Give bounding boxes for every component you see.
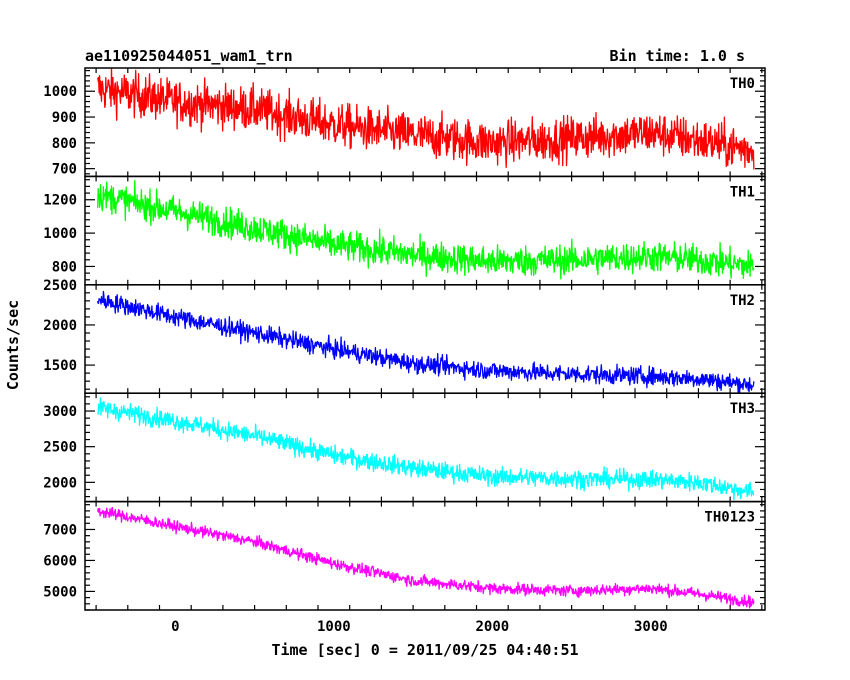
y-tick-label-th1: 1200 [43,193,77,209]
x-tick-label: 2000 [476,619,510,635]
y-tick-label-th1: 1000 [43,226,77,242]
y-tick-label-th2: 2500 [43,278,77,294]
y-tick-label-th0123: 5000 [43,584,77,600]
y-tick-label-th0: 1000 [43,84,77,100]
series-line-th3 [97,397,755,501]
y-axis-label: Counts/sec [4,300,22,390]
y-tick-label-th0123: 6000 [43,553,77,569]
y-tick-label-th1: 800 [52,259,77,275]
panel-label-th3: TH3 [730,401,755,417]
series-line-th2 [97,290,755,394]
y-tick-label-th0: 700 [52,162,77,178]
y-tick-label-th3: 2500 [43,440,77,456]
panel-label-th1: TH1 [730,184,755,200]
y-tick-label-th3: 2000 [43,475,77,491]
y-tick-label-th0: 900 [52,110,77,126]
y-tick-label-th3: 3000 [43,404,77,420]
series-line-th0 [97,68,755,170]
series-line-th0123 [97,506,755,609]
x-tick-label: 1000 [317,619,351,635]
y-tick-label-th2: 1500 [43,358,77,374]
y-tick-label-th2: 2000 [43,318,77,334]
panel-label-th2: TH2 [730,293,755,309]
bin-time-label: Bin time: 1.0 s [610,47,745,65]
chart-title: ae110925044051_wam1_trn [85,47,293,65]
series-line-th1 [97,180,755,280]
panel-label-th0123: TH0123 [704,510,755,526]
x-tick-label: 0 [171,619,179,635]
y-tick-label-th0123: 7000 [43,522,77,538]
x-tick-label: 3000 [634,619,668,635]
x-axis-label: Time [sec] 0 = 2011/09/25 04:40:51 [271,641,578,659]
panel-frame-th3 [84,392,766,503]
panel-label-th0: TH0 [730,76,755,92]
y-tick-label-th0: 800 [52,136,77,152]
panel-frame-th0123 [84,500,766,611]
panels-group: 700 800 900 1000 TH0 800 1000 1200 TH1 1500 2000 25… [43,67,766,635]
